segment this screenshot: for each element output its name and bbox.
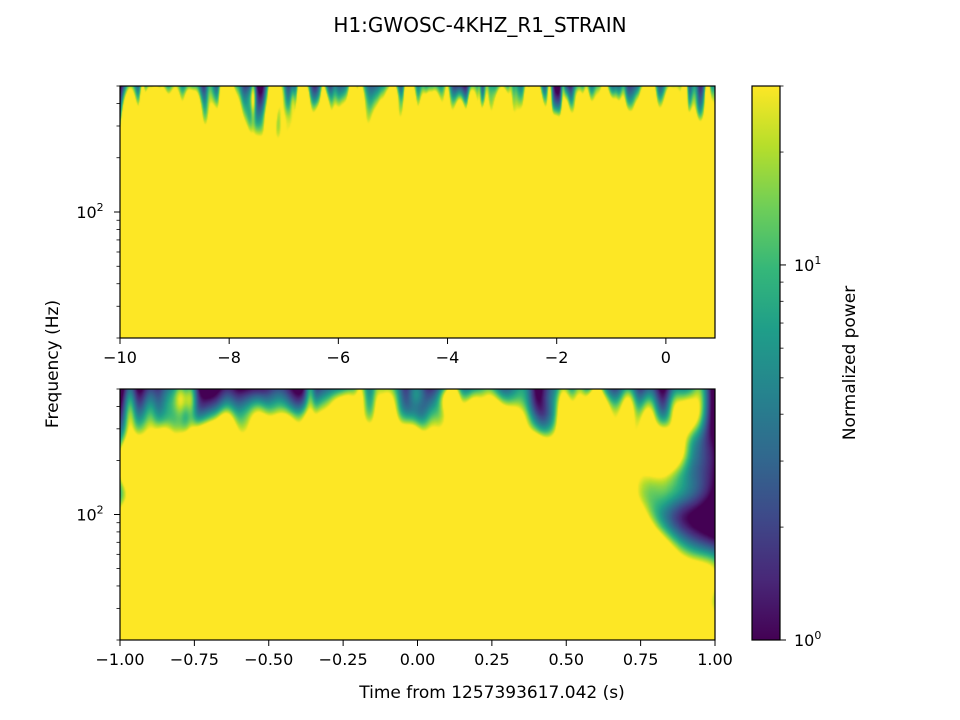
- bottom-x-tick-label: −0.75: [170, 650, 219, 669]
- colorbar-tick-label: 101: [794, 254, 821, 275]
- bottom-x-tick-label: 0.50: [548, 650, 584, 669]
- colorbar-axes: 100 101: [780, 85, 821, 650]
- colorbar: 100 101 Normalized power: [751, 85, 860, 650]
- bottom-x-tick-label: −0.50: [244, 650, 293, 669]
- top-x-tick-label: −10: [103, 348, 137, 367]
- colorbar-label: Normalized power: [840, 286, 860, 440]
- bottom-x-tick-label: 0.25: [474, 650, 510, 669]
- bottom-x-tick-label: 1.00: [697, 650, 733, 669]
- top-x-tick-label: −8: [217, 348, 241, 367]
- bottom-panel: −1.00 −0.75 −0.50 −0.25 0.00 0.25 0.50 0.75 1.00…: [76, 388, 733, 669]
- x-axis-label: Time from 1257393617.042 (s): [358, 683, 625, 703]
- bottom-y-tick-label: 102: [76, 504, 103, 525]
- colorbar-gradient: [751, 85, 781, 641]
- bottom-x-tick-label: −1.00: [95, 650, 144, 669]
- top-spectrogram-raster: [120, 86, 715, 338]
- top-x-tick-label: −2: [545, 348, 569, 367]
- colorbar-tick-label: 100: [794, 629, 821, 650]
- bottom-x-tick-label: −0.25: [319, 650, 368, 669]
- top-panel: −10 −8 −6 −4 −2 0 102: [76, 85, 716, 367]
- bottom-x-tick-label: 0.00: [400, 650, 436, 669]
- top-x-tick-label: −4: [436, 348, 460, 367]
- y-axis-label: Frequency (Hz): [43, 300, 63, 428]
- top-y-tick-label: 102: [76, 201, 103, 222]
- top-x-tick-label: 0: [661, 348, 671, 367]
- top-axes: −10 −8 −6 −4 −2 0 102: [76, 85, 671, 367]
- figure-title: H1:GWOSC-4KHZ_R1_STRAIN: [333, 13, 626, 37]
- bottom-axes: −1.00 −0.75 −0.50 −0.25 0.00 0.25 0.50 0.75 1.00…: [76, 388, 733, 669]
- top-x-tick-label: −6: [327, 348, 351, 367]
- bottom-x-tick-label: 0.75: [623, 650, 659, 669]
- bottom-spectrogram-raster: [120, 389, 715, 640]
